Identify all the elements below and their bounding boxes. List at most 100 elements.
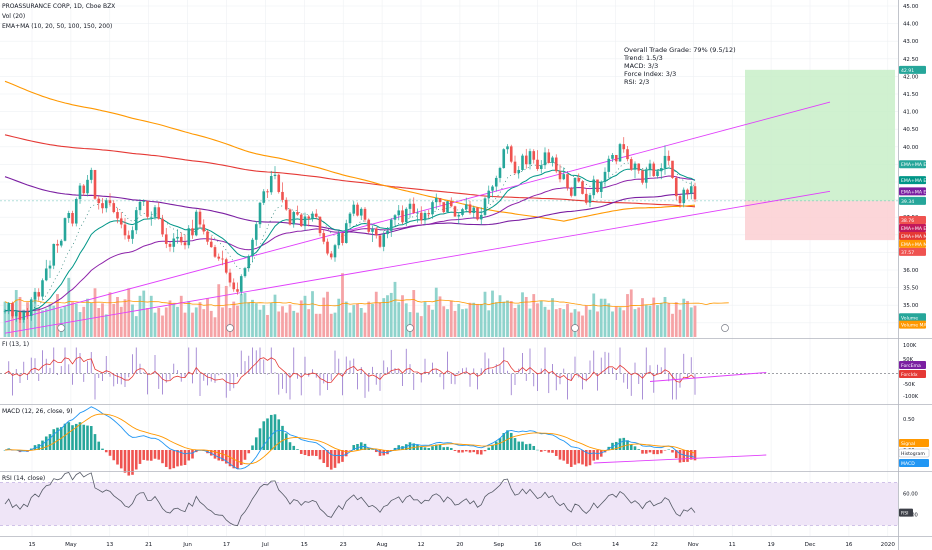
macd-histogram-bar: [89, 426, 93, 450]
time-tick-label: 20: [456, 542, 464, 548]
candle-body: [251, 239, 254, 257]
candle-body: [408, 203, 412, 209]
macd-histogram-bar: [674, 450, 678, 459]
candle-body: [288, 209, 292, 225]
volume-bar: [592, 293, 596, 337]
macd-histogram-bar: [138, 450, 142, 464]
fi-tag-label: ForcIdx: [901, 372, 918, 378]
macd-histogram-bar: [573, 450, 577, 465]
candle-body: [333, 245, 337, 258]
candle-body: [7, 302, 11, 311]
time-tick-label: 16: [534, 542, 542, 548]
volume-bar: [659, 302, 663, 337]
rsi-panel: [0, 471, 898, 527]
price-tag: [899, 176, 926, 185]
volume-bar: [539, 300, 543, 337]
volume-bar: [299, 300, 303, 337]
candle-body: [341, 233, 344, 243]
volume-bar: [629, 289, 633, 337]
volume-bar: [266, 314, 269, 337]
price-tick-label: 41.50: [903, 92, 919, 98]
time-tick-label: 16: [845, 542, 853, 548]
candle-body: [588, 195, 592, 203]
volume-bar: [566, 303, 569, 337]
macd-histogram-bar: [419, 446, 423, 450]
volume-bar: [532, 294, 536, 337]
macd-histogram-bar: [104, 450, 108, 453]
rsi-tag: [899, 508, 913, 517]
macd-histogram-bar: [86, 425, 89, 450]
trade-grade-line: Force Index: 3/3: [624, 70, 676, 78]
macd-histogram-bar: [659, 450, 663, 454]
volume-bar: [198, 302, 202, 337]
volume-bar: [153, 312, 157, 337]
macd-histogram-bar: [633, 446, 637, 450]
candle-body: [367, 219, 371, 232]
candle-body: [596, 179, 599, 192]
time-tick-label: 12: [417, 542, 424, 548]
candle-body: [198, 211, 202, 225]
macd-histogram-bar: [153, 450, 157, 459]
macd-histogram-bar: [161, 450, 164, 464]
macd-histogram-bar: [48, 434, 52, 450]
candle-body: [524, 155, 528, 165]
candle-body: [247, 256, 251, 269]
volume-bar: [584, 305, 588, 337]
macd-histogram-bar: [423, 447, 427, 450]
macd-histogram-bar: [614, 441, 618, 450]
rsi-line: [4, 471, 696, 527]
candle-body: [149, 216, 153, 218]
volume-bar: [3, 301, 7, 337]
macd-histogram-bar: [123, 450, 127, 473]
candle-body: [644, 169, 648, 183]
candle-body: [539, 165, 543, 169]
channel-lower-line: [4, 190, 831, 334]
ema-20-line: [4, 167, 696, 313]
macd-histogram-bar: [3, 450, 7, 451]
candle-body: [93, 169, 97, 199]
macd-histogram-bar: [434, 444, 438, 450]
macd-histogram-bar: [243, 450, 247, 460]
macd-histogram-bar: [191, 450, 194, 459]
volume-bar: [138, 295, 142, 337]
price-tag-label: EMA+MA EMA 3: [901, 226, 932, 232]
candle-body: [569, 188, 573, 196]
candle-body: [258, 202, 262, 225]
candle-body: [389, 219, 393, 231]
candle-body: [217, 256, 221, 259]
volume-bar: [251, 299, 254, 337]
macd-histogram-bar: [689, 450, 693, 460]
macd-histogram-bar: [667, 449, 671, 450]
price-tick-label: 44.00: [903, 22, 919, 28]
volume-bar: [101, 303, 104, 337]
candle-body: [401, 210, 404, 223]
macd-histogram-bar: [551, 450, 554, 453]
candle-body: [296, 212, 299, 215]
price-tag-label: 37.57: [901, 250, 914, 256]
price-tag: [899, 231, 926, 240]
time-tick-label: 2020: [881, 542, 896, 548]
time-tick-label: 23: [340, 542, 348, 548]
price-tick-label: 42.50: [903, 57, 919, 63]
macd-histogram-bar: [93, 434, 97, 450]
candle-body: [667, 155, 671, 161]
candle-body: [652, 163, 656, 177]
volume-bar: [258, 309, 262, 337]
macd-histogram-bar: [472, 450, 476, 453]
volume-bar: [464, 308, 468, 337]
macd-histogram-bar: [494, 441, 498, 450]
macd-histogram-bar: [333, 450, 337, 468]
candle-body: [266, 191, 269, 193]
volume-bar: [97, 308, 101, 337]
price-tag: [899, 239, 926, 248]
macd-histogram-bar: [641, 450, 644, 454]
macd-histogram-bar: [581, 450, 584, 465]
macd-histogram-bar: [157, 450, 161, 460]
volume-bar: [509, 301, 513, 337]
macd-histogram-bar: [592, 450, 596, 461]
volume-bar: [123, 299, 127, 337]
macd-histogram-bar: [119, 450, 123, 469]
macd-histogram-bar: [449, 447, 453, 450]
macd-histogram-bar: [348, 450, 352, 451]
volume-bar: [416, 312, 419, 337]
